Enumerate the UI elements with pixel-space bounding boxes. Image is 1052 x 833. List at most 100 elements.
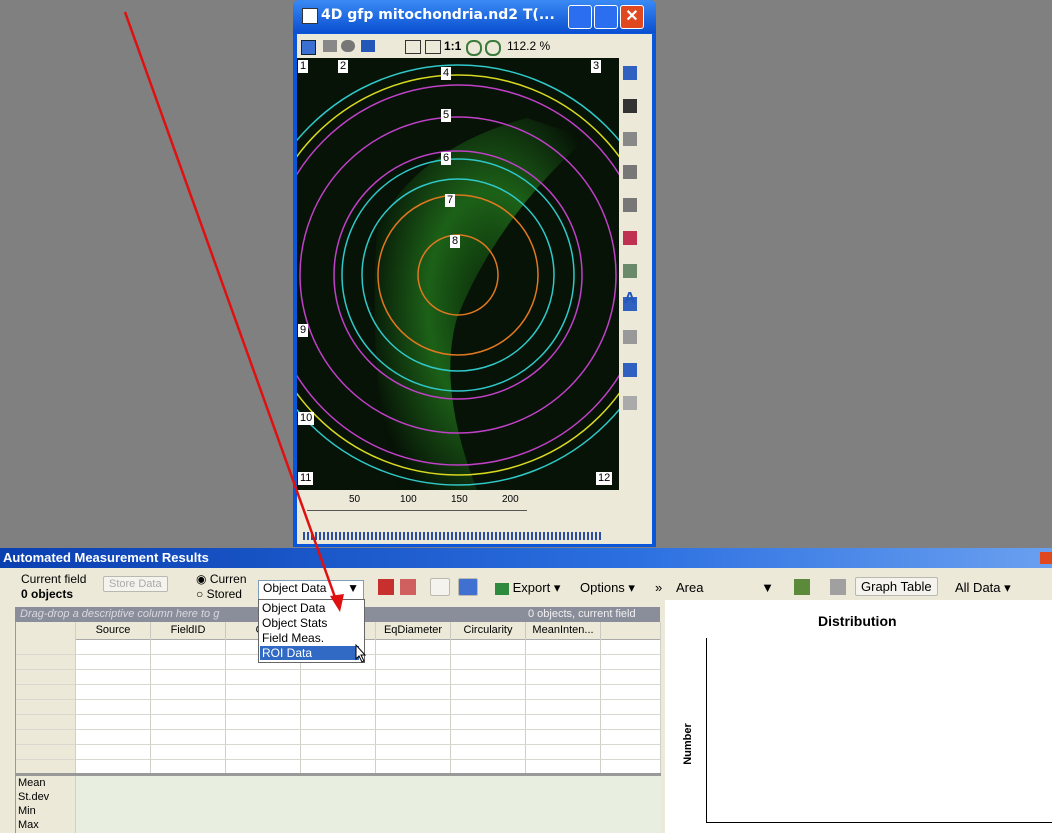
minimize-button[interactable] [568,5,592,29]
roi-label: 2 [338,60,349,73]
tool[interactable] [361,40,375,52]
grid-column [376,622,451,833]
side-tool[interactable] [623,66,637,80]
menu-item[interactable]: ROI Data [260,646,359,660]
menu-item[interactable]: Field Meas. [262,631,325,645]
close-button[interactable]: ✕ [620,5,644,29]
column-header[interactable]: Circularity [451,622,526,639]
group-hint: Drag-drop a descriptive column here to g [20,608,220,620]
side-tool[interactable] [623,330,637,344]
side-tool[interactable] [623,297,637,311]
measure-dropdown[interactable]: Area ▼ [673,580,778,598]
roi-label: 5 [441,109,452,122]
summary-separator [16,773,661,776]
zoom-level[interactable]: 112.2 % [507,39,551,53]
side-tool[interactable] [623,264,637,278]
grid-row-line [16,699,661,700]
overflow-chevron[interactable]: » [655,580,663,595]
chart-area [665,600,1052,833]
tools-button[interactable] [830,579,846,595]
grid-column [16,622,76,833]
roi-label: 9 [298,324,309,337]
frame-slider[interactable]: 50 100 150 200 [297,490,619,524]
grid-column [451,622,526,833]
grid-row-line [16,729,661,730]
side-tool-text[interactable]: A [624,290,636,307]
grid-column [301,622,376,833]
roi-label: 4 [441,67,452,80]
data-dropdown[interactable]: Object Data ▼ [258,580,364,600]
side-tool[interactable] [623,99,637,113]
image-view [297,58,619,490]
roi-circle [297,74,619,476]
grid-column [526,622,601,833]
roi-label: 3 [591,60,602,73]
tool-select[interactable] [301,40,316,55]
data-grid: SourceFieldIDObEqDiameterCircularityMean… [15,622,661,833]
panel-title: Automated Measurement Results [3,550,209,565]
side-tool[interactable] [623,363,637,377]
roi-circles [297,64,619,486]
image-window: 4D gfp mitochondria.nd2 T(... ✕ 1:1 112.… [293,0,656,547]
graph-table-button[interactable]: Graph Table [855,577,938,596]
dropdown-value: Object Data [263,581,327,595]
chart-axes [706,638,1052,823]
tool[interactable] [405,40,421,54]
delete-all-button[interactable] [400,579,416,595]
store-data-button[interactable]: Store Data [103,576,168,592]
options-label: Options [580,580,625,595]
roi-circle [341,158,575,392]
radio-stored[interactable]: ○ Stored [196,587,242,601]
radio-label: Curren [209,572,247,586]
grid-row-line [16,744,661,745]
column-header[interactable]: MeanInten... [526,622,601,639]
options-menu[interactable]: Options ▾ [580,580,635,595]
tool[interactable] [323,40,337,52]
menu-item[interactable]: Object Data [262,601,326,615]
grid-status: 0 objects, current field [528,608,636,620]
side-tool[interactable] [623,396,637,410]
roi-label: 7 [445,194,456,207]
chart-button[interactable] [458,578,478,596]
column-header[interactable]: Source [76,622,151,639]
zoom-in[interactable] [466,40,482,56]
side-tool[interactable] [623,231,637,245]
sum-button[interactable] [430,578,450,596]
menu-item[interactable]: Object Stats [262,616,328,630]
column-header[interactable]: EqDiameter [376,622,451,639]
window-title: 4D gfp mitochondria.nd2 T(... [321,7,555,23]
delete-button[interactable] [378,579,394,595]
window-icon [302,8,318,24]
playback-bar[interactable] [303,532,603,540]
roi-label: 6 [441,152,452,165]
object-count: 0 objects [21,587,74,601]
all-data-menu[interactable]: All Data ▾ [955,580,1011,595]
roi-label: 12 [596,472,613,485]
summary-row-label: Mean [18,777,46,789]
chart-y-label: Number [681,723,694,765]
maximize-button[interactable] [594,5,618,29]
panel-close[interactable] [1040,552,1052,564]
clipboard-button[interactable] [794,579,810,595]
slider-track [307,510,527,511]
tool[interactable] [341,40,355,52]
column-header[interactable]: FieldID [151,622,226,639]
roi-label: 10 [298,412,315,425]
side-tool[interactable] [623,165,637,179]
all-data-label: All Data [955,580,1001,595]
slider-tick-label: 100 [400,494,417,505]
side-tool[interactable] [623,198,637,212]
zoom-out[interactable] [485,40,501,56]
roi-circle [361,178,555,372]
summary-row-label: Max [18,819,39,831]
export-menu[interactable]: Export ▾ [495,580,560,596]
grid-row-line [16,684,661,685]
current-field-label: Current field [21,572,87,586]
side-tool[interactable] [623,132,637,146]
dropdown-menu: Object Data Object Stats Field Meas. ROI Da… [258,599,365,663]
tool[interactable] [425,40,441,54]
export-label: Export [512,580,551,595]
radio-current[interactable]: ◉ Curren [196,572,247,586]
tool-one-to-one[interactable]: 1:1 [444,39,462,53]
grid-row-line [16,714,661,715]
